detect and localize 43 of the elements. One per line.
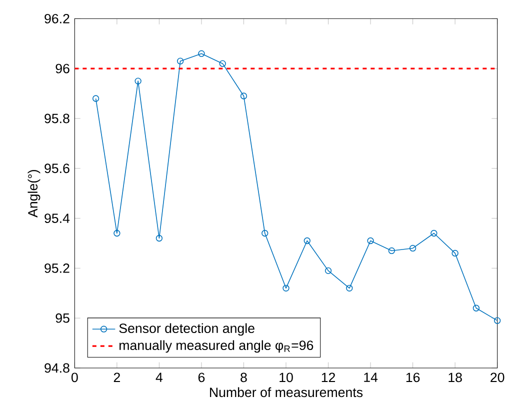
y-tick-label: 96	[56, 64, 70, 74]
point	[452, 250, 458, 257]
point	[219, 60, 226, 67]
x-tick-label: 10	[280, 372, 293, 382]
y-tick-label: 95.6	[44, 164, 70, 174]
point	[494, 317, 501, 324]
point	[388, 247, 396, 254]
point	[324, 267, 332, 274]
y-tick-label: 96.2	[44, 14, 70, 24]
x-axis-title: Number of measurements	[210, 387, 363, 398]
x-tick-label: 2	[114, 372, 120, 382]
x-tick-label: 16	[406, 372, 420, 382]
point	[156, 234, 163, 242]
point	[262, 230, 268, 237]
point	[177, 58, 184, 64]
x-tick-label: 14	[364, 372, 378, 382]
x-tick-label: 18	[448, 372, 462, 382]
point	[409, 244, 416, 252]
legend-label: manually measured angle φ$_{R}$=96	[120, 340, 314, 353]
legend-label: Sensor detection angle	[119, 323, 254, 336]
point	[282, 284, 290, 292]
x-tick-label: 8	[240, 372, 247, 382]
x-tick-label: 20	[490, 372, 504, 382]
y-tick-label: 95.8	[44, 114, 70, 124]
point	[198, 50, 205, 57]
point	[430, 230, 438, 237]
x-tick-label: 6	[198, 372, 205, 382]
x-tick-label: 0	[71, 372, 78, 382]
point	[92, 95, 100, 102]
point	[304, 237, 310, 244]
point	[346, 284, 353, 292]
y-tick-label: 95.2	[44, 263, 70, 273]
x-tick-label: 4	[156, 372, 163, 382]
point	[472, 304, 480, 312]
y-tick-label: 95	[56, 313, 70, 323]
x-tick-label: 12	[322, 372, 336, 382]
y-axis-title: Angle(°)	[28, 170, 40, 218]
y-tick-label: 95.4	[44, 214, 70, 223]
y-tick-label: 94.8	[44, 363, 70, 373]
point	[240, 92, 248, 100]
point	[114, 230, 120, 237]
point	[367, 237, 374, 244]
point	[134, 78, 142, 84]
